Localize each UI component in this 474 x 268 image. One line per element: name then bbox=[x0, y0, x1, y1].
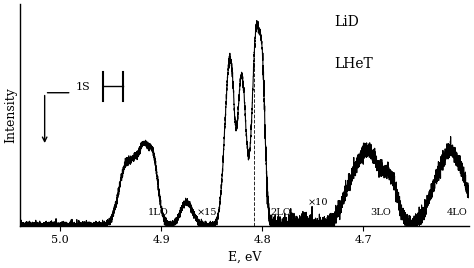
Text: LiD: LiD bbox=[335, 15, 359, 29]
Text: ×10: ×10 bbox=[308, 198, 328, 207]
Text: 4LO: 4LO bbox=[447, 208, 468, 217]
Text: 3LO: 3LO bbox=[370, 208, 391, 217]
Text: LHeT: LHeT bbox=[335, 57, 374, 71]
Text: ×15: ×15 bbox=[197, 208, 217, 217]
Text: 2LO: 2LO bbox=[270, 208, 291, 217]
Y-axis label: Intensity: Intensity bbox=[4, 87, 17, 143]
Text: 1S: 1S bbox=[76, 82, 91, 92]
Text: 1LO: 1LO bbox=[148, 208, 169, 217]
X-axis label: E, eV: E, eV bbox=[228, 251, 261, 264]
